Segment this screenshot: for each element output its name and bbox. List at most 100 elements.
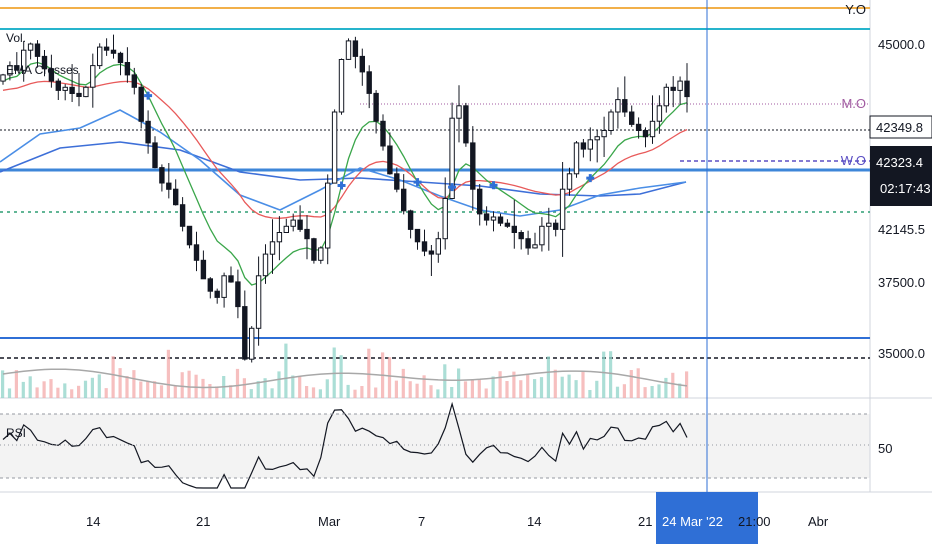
volume-bar [83,380,88,398]
legend-rsi[interactable]: RSI [6,426,26,440]
volume-bar [173,385,177,398]
candle-body [608,111,614,131]
candle-body [394,173,400,190]
volume-bar [574,380,578,398]
candle-body [380,120,386,147]
volume-bar [484,388,488,398]
candle-body [477,188,483,215]
price-tick-3[interactable]: 37500.0 [878,275,925,290]
volume-bar [208,384,212,398]
time-tick-2[interactable]: 21 [196,514,210,529]
volume-bar [408,381,412,398]
volume-bar [56,387,60,398]
volume-bar [229,385,233,398]
volume-bar [671,372,675,398]
candle-body [470,142,476,190]
volume-bar [311,387,316,398]
ema-cross-marker [413,178,422,187]
volume-bar [201,378,205,398]
candle-body [373,92,379,122]
candle-body [677,80,683,91]
candle-body [594,136,600,141]
volume-bar [249,389,253,398]
candle-body [262,253,269,277]
volume-bar [104,388,108,398]
legend-ema-crosses[interactable]: EMA Crosses [6,63,79,77]
price-tick-4[interactable]: 35000.0 [878,346,925,361]
volume-bar [28,376,32,398]
volume-bar [394,380,398,398]
candle-body [214,290,220,298]
candle-body [193,244,200,261]
volume-bar [1,370,5,398]
candle-body [449,117,455,199]
volume-bars [1,343,689,398]
volume-bar [685,371,689,398]
volume-bar [636,368,640,398]
volume-bar [90,377,94,398]
ema-lines [2,61,688,286]
monthly-open-label: M.O [841,96,866,111]
candle-body [255,275,262,329]
time-tick-7[interactable]: Abr [808,514,829,529]
volume-bar [242,378,246,398]
candle-body [642,130,649,138]
candle-body [629,111,635,125]
ema-slow-line [2,80,688,219]
price-tick-2[interactable]: 42145.5 [878,222,925,237]
candle-body [200,259,207,280]
candle-body [235,281,241,308]
candle-body [117,52,124,64]
candle-body [152,142,158,169]
volume-bar [284,343,288,398]
volume-bar [539,377,544,398]
volume-bar [63,383,67,398]
crosshair-time-tag-bg [656,492,758,544]
candle-body [566,173,573,190]
candle-body [463,105,469,144]
candle-body [525,238,531,249]
ema-cross-marker [144,91,153,100]
volume-bar [42,381,46,398]
volume-bar [678,383,682,398]
ema-cross-marker [448,183,457,192]
volume-bar [360,386,364,398]
ema-cross-marker [489,181,498,190]
price-pane[interactable] [0,0,870,398]
candle-body [138,86,144,122]
candle-body [497,216,504,224]
candle-body [649,120,656,138]
volume-bar [35,387,39,398]
candle-body [318,247,324,261]
volume-bar [70,389,74,398]
ema-cross-markers [144,91,595,192]
volume-bar [132,370,136,398]
candle-body [670,86,676,91]
candle-body [587,139,593,150]
time-tick-5[interactable]: 14 [527,514,541,529]
time-tick-6[interactable]: 21 [638,514,652,529]
volume-bar [581,371,585,398]
rsi-tick-50[interactable]: 50 [878,441,892,456]
price-tick-1[interactable]: 45000.0 [878,37,925,52]
legend-vol[interactable]: Vol. [6,31,26,45]
candle-body [338,59,345,113]
time-tick-1[interactable]: 14 [86,514,100,529]
time-tick-4[interactable]: 7 [418,514,425,529]
volume-bar [477,379,481,398]
time-tick-3[interactable]: Mar [318,514,341,529]
candle-body [345,40,352,60]
volume-bar [235,368,240,398]
candle-body [304,228,310,240]
candle-body [228,275,234,283]
volume-bar [111,356,115,398]
candle-body [290,219,296,227]
volume-bar [422,375,426,398]
volume-bar [270,388,274,398]
volume-bar [505,381,509,398]
volume-bar [353,389,357,398]
ma-long-slow [0,141,687,197]
crosshair-time-label: 21:00 [738,514,771,529]
volume-bar [588,390,592,398]
